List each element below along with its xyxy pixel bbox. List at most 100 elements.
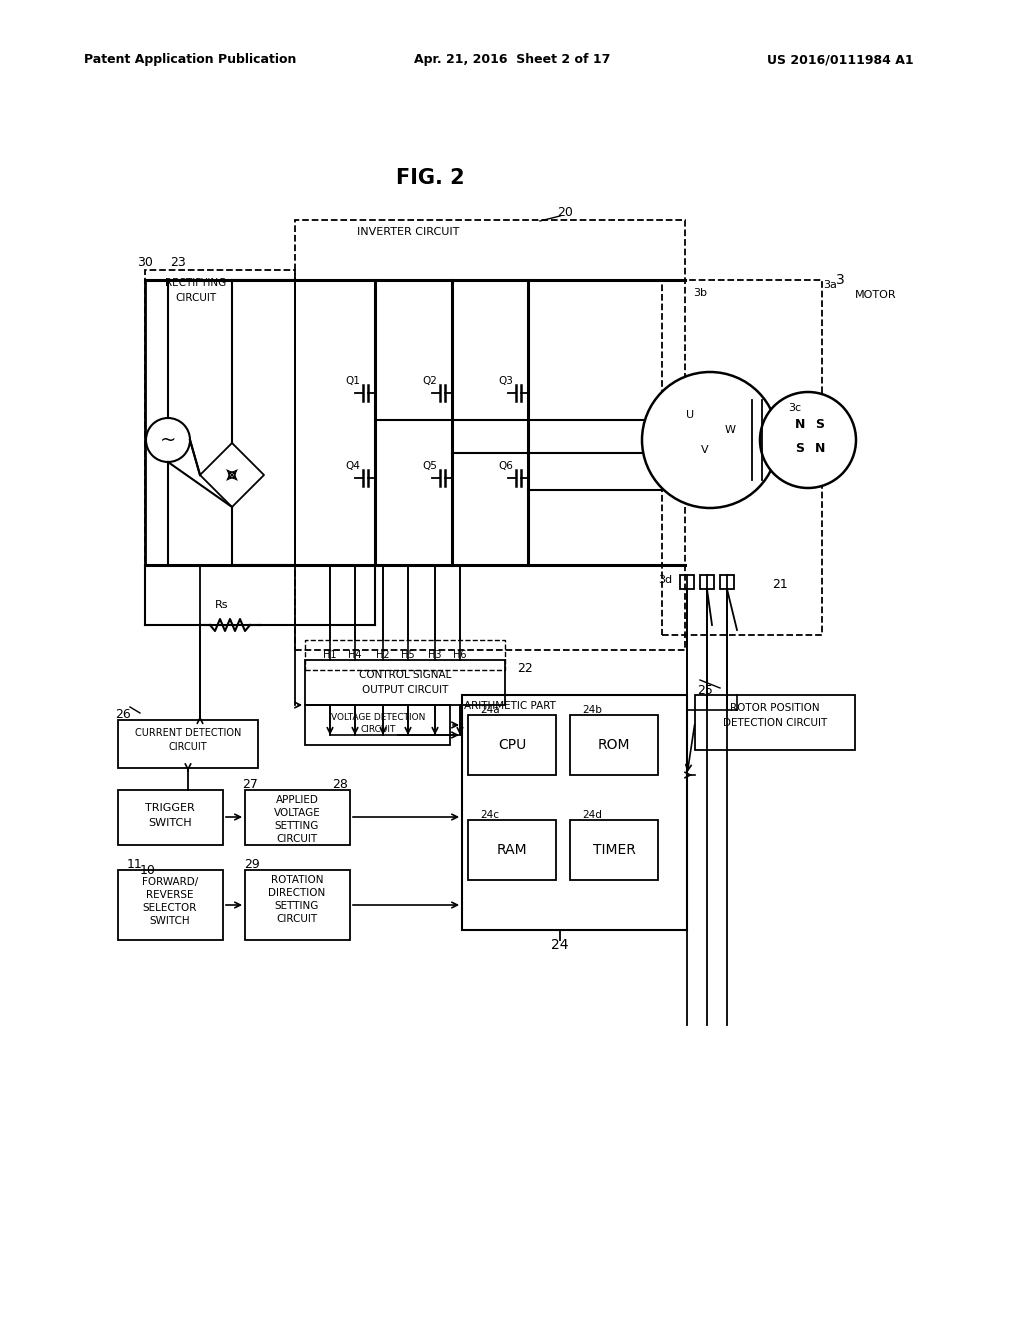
Text: Q2: Q2 [423, 376, 437, 385]
Text: H2: H2 [376, 649, 390, 660]
Text: H1: H1 [324, 649, 337, 660]
Text: DETECTION CIRCUIT: DETECTION CIRCUIT [723, 718, 827, 729]
Text: 3c: 3c [788, 403, 802, 413]
Bar [695, 696, 855, 750]
Text: Q4: Q4 [345, 461, 360, 471]
Text: 28: 28 [332, 779, 348, 792]
Text: ROTATION: ROTATION [270, 875, 324, 884]
Text: REVERSE: REVERSE [146, 890, 194, 900]
Text: V: V [701, 445, 709, 455]
Text: VOLTAGE DETECTION: VOLTAGE DETECTION [331, 714, 425, 722]
Bar [680, 576, 694, 589]
Text: RECTIFYING: RECTIFYING [165, 279, 226, 288]
Text: 3a: 3a [823, 280, 837, 290]
Text: N: N [815, 441, 825, 454]
Text: N: N [795, 418, 805, 432]
Text: H4: H4 [348, 649, 361, 660]
Bar [305, 660, 505, 705]
Text: CIRCUIT: CIRCUIT [175, 293, 216, 304]
Bar [570, 715, 658, 775]
Text: SETTING: SETTING [274, 821, 319, 832]
Text: Rs: Rs [215, 601, 228, 610]
Text: Q1: Q1 [345, 376, 360, 385]
Text: MOTOR: MOTOR [855, 290, 897, 300]
Text: 24c: 24c [480, 810, 500, 820]
Text: CURRENT DETECTION: CURRENT DETECTION [135, 729, 242, 738]
Text: 24: 24 [551, 939, 568, 952]
Text: 3b: 3b [693, 288, 707, 298]
Bar [468, 715, 556, 775]
Bar [245, 789, 350, 845]
Text: 24a: 24a [480, 705, 500, 715]
Text: VOLTAGE: VOLTAGE [273, 808, 321, 818]
Text: OUTPUT CIRCUIT: OUTPUT CIRCUIT [361, 685, 449, 696]
Text: ROTOR POSITION: ROTOR POSITION [730, 704, 820, 713]
Bar [720, 576, 734, 589]
Text: Q3: Q3 [499, 376, 513, 385]
Bar [570, 820, 658, 880]
Text: 23: 23 [170, 256, 186, 268]
Text: 30: 30 [137, 256, 153, 268]
Text: 21: 21 [772, 578, 787, 591]
Text: INVERTER CIRCUIT: INVERTER CIRCUIT [356, 227, 459, 238]
Text: 3: 3 [836, 273, 845, 286]
Bar [118, 719, 258, 768]
Bar [118, 789, 223, 845]
Circle shape [642, 372, 778, 508]
Bar [700, 576, 714, 589]
Text: 11: 11 [127, 858, 143, 871]
Text: SELECTOR: SELECTOR [142, 903, 198, 913]
Bar [245, 870, 350, 940]
Bar [662, 280, 822, 635]
Text: Q5: Q5 [423, 461, 437, 471]
Bar [468, 820, 556, 880]
Text: U: U [686, 411, 694, 420]
Bar [305, 640, 505, 671]
Text: TRIGGER: TRIGGER [145, 803, 195, 813]
Bar [305, 705, 450, 744]
Text: DIRECTION: DIRECTION [268, 888, 326, 898]
Text: ~: ~ [160, 430, 176, 450]
Text: SWITCH: SWITCH [150, 916, 190, 927]
Bar [462, 696, 687, 931]
Text: ROM: ROM [598, 738, 630, 752]
Text: 26: 26 [115, 709, 131, 722]
Text: FORWARD/: FORWARD/ [142, 876, 198, 887]
Text: 10: 10 [140, 863, 156, 876]
Text: 24b: 24b [582, 705, 602, 715]
Text: W: W [725, 425, 735, 436]
Bar [295, 220, 685, 649]
Text: 27: 27 [242, 779, 258, 792]
Bar [145, 271, 295, 565]
Text: CIRCUIT: CIRCUIT [360, 726, 395, 734]
Text: 24d: 24d [582, 810, 602, 820]
Text: Patent Application Publication: Patent Application Publication [84, 54, 296, 66]
Text: US 2016/0111984 A1: US 2016/0111984 A1 [767, 54, 913, 66]
Text: CIRCUIT: CIRCUIT [276, 913, 317, 924]
Text: 3d: 3d [658, 576, 672, 585]
Text: S: S [796, 441, 805, 454]
Text: H6: H6 [454, 649, 467, 660]
Text: TIMER: TIMER [593, 843, 636, 857]
Text: 22: 22 [517, 661, 532, 675]
Text: CPU: CPU [498, 738, 526, 752]
Text: H5: H5 [401, 649, 415, 660]
Text: Apr. 21, 2016  Sheet 2 of 17: Apr. 21, 2016 Sheet 2 of 17 [414, 54, 610, 66]
Text: CIRCUIT: CIRCUIT [276, 834, 317, 843]
Text: Q6: Q6 [499, 461, 513, 471]
Bar [118, 870, 223, 940]
Text: H3: H3 [428, 649, 441, 660]
Text: RAM: RAM [497, 843, 527, 857]
Text: SETTING: SETTING [274, 902, 319, 911]
Text: CIRCUIT: CIRCUIT [169, 742, 207, 752]
Text: ARITHMETIC PART: ARITHMETIC PART [464, 701, 556, 711]
Text: CONTROL SIGNAL: CONTROL SIGNAL [358, 671, 452, 680]
Text: 20: 20 [557, 206, 573, 219]
Text: 29: 29 [244, 858, 260, 871]
Text: S: S [815, 418, 824, 432]
Text: APPLIED: APPLIED [275, 795, 318, 805]
Circle shape [760, 392, 856, 488]
Text: FIG. 2: FIG. 2 [395, 168, 464, 187]
Text: 25: 25 [697, 684, 713, 697]
Text: SWITCH: SWITCH [148, 818, 191, 828]
